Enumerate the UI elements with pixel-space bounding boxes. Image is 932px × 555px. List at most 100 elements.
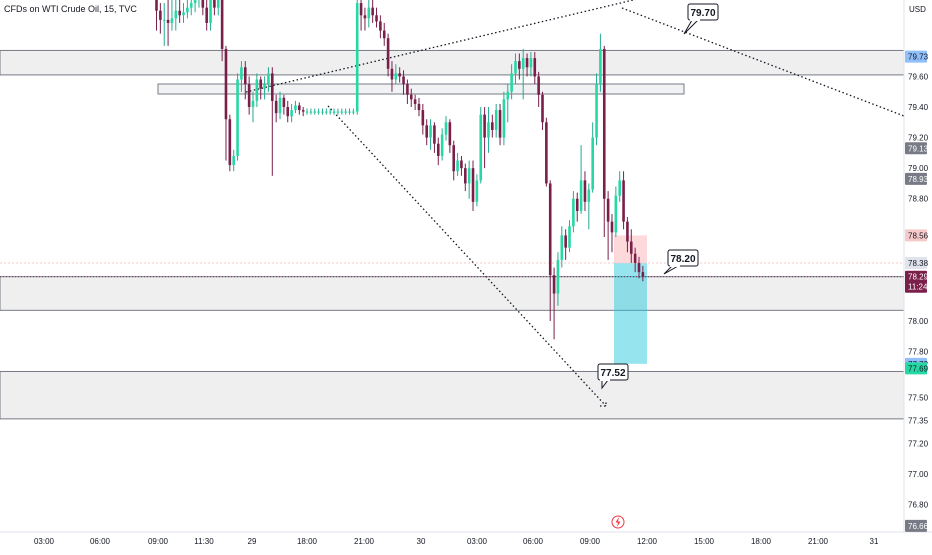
candle-body xyxy=(205,7,208,23)
candle-body xyxy=(166,19,170,23)
price-callout[interactable]: 79.70 xyxy=(683,3,719,35)
zone-rect[interactable] xyxy=(0,370,905,420)
candle-body xyxy=(255,79,259,101)
price-callout-label: 78.20 xyxy=(670,254,695,265)
candle-body xyxy=(251,100,255,108)
candle-body xyxy=(444,122,448,135)
candle-body xyxy=(294,105,297,111)
price-tick-label: 77.20 xyxy=(908,439,929,448)
candle-body xyxy=(433,125,436,144)
candle-body xyxy=(332,111,336,113)
price-callout[interactable]: 77.52 xyxy=(597,363,629,390)
candle-body xyxy=(178,10,181,16)
consolidation-box[interactable] xyxy=(157,83,685,95)
svg-text:78.29: 78.29 xyxy=(908,273,929,282)
candle-body xyxy=(548,183,552,276)
candle-body xyxy=(467,168,471,184)
candle-body xyxy=(159,10,162,20)
price-tick-label: 77.50 xyxy=(908,393,929,402)
candle-body xyxy=(429,125,432,138)
candle-body xyxy=(529,58,533,68)
candle-body xyxy=(587,189,591,202)
price-badge: 79.73 xyxy=(905,50,929,63)
candle-body xyxy=(363,15,367,19)
candle-body xyxy=(390,68,394,80)
candle-body xyxy=(602,48,606,199)
candle-body xyxy=(379,21,382,31)
time-tick-label: 03:00 xyxy=(34,537,55,546)
time-tick-label: 18:00 xyxy=(297,537,318,546)
candle-body xyxy=(510,73,513,92)
candle-body xyxy=(155,0,158,11)
price-badge: 78.56 xyxy=(905,229,929,242)
candle-body xyxy=(541,94,544,123)
candle-body xyxy=(494,110,498,130)
candle-body xyxy=(483,114,486,138)
candle-body xyxy=(421,110,425,126)
candle-body xyxy=(591,137,594,190)
price-tick-label: 77.35 xyxy=(908,416,929,425)
time-tick-label: 29 xyxy=(248,537,257,546)
candle-body xyxy=(514,61,517,74)
candle-body xyxy=(498,110,502,138)
time-tick-label: 09:00 xyxy=(148,537,169,546)
symbol-title[interactable]: CFDs on WTI Crude Oil, 15, TVC xyxy=(4,4,137,14)
candle-body xyxy=(224,48,228,120)
candle-body xyxy=(614,195,618,233)
candle-body xyxy=(282,97,286,108)
take-profit-box[interactable] xyxy=(614,262,647,364)
candle-body xyxy=(298,105,301,111)
time-tick-label: 21:00 xyxy=(808,537,829,546)
price-badge: 78.38 xyxy=(905,256,929,269)
candle-body xyxy=(359,3,363,16)
time-tick-label: 09:00 xyxy=(580,537,601,546)
candle-body xyxy=(375,15,378,22)
svg-text:79.73: 79.73 xyxy=(908,53,929,62)
candle-body xyxy=(325,111,328,113)
candle-body xyxy=(568,226,571,248)
zone-rect[interactable] xyxy=(0,276,905,311)
candle-body xyxy=(406,84,409,95)
time-tick-label: 31 xyxy=(870,537,879,546)
candle-body xyxy=(622,180,625,222)
price-callout[interactable]: 78.20 xyxy=(663,249,699,275)
candle-body xyxy=(599,48,602,85)
candle-body xyxy=(537,76,540,95)
candle-body xyxy=(525,58,529,68)
events-bolt-icon[interactable] xyxy=(611,515,625,529)
svg-text:78.56: 78.56 xyxy=(908,231,929,240)
time-tick-label: 06:00 xyxy=(90,537,111,546)
candle-body xyxy=(182,12,185,16)
price-tick-label: 77.00 xyxy=(908,470,929,479)
candle-body xyxy=(575,198,579,211)
candle-body xyxy=(641,272,645,277)
time-tick-label: 12:00 xyxy=(637,537,658,546)
candle-body xyxy=(452,145,456,172)
svg-text:78.38: 78.38 xyxy=(908,259,929,268)
projection-path[interactable] xyxy=(327,105,607,407)
candle-body xyxy=(267,73,270,85)
price-badge: 76.66 xyxy=(905,519,929,532)
candle-body xyxy=(402,76,405,85)
candle-body xyxy=(533,58,537,77)
candle-body xyxy=(290,110,293,117)
candle-body xyxy=(286,107,290,117)
svg-text:77.69: 77.69 xyxy=(908,364,929,373)
price-badge: 79.13 xyxy=(905,142,929,155)
zone-rect[interactable] xyxy=(0,49,905,76)
candle-body xyxy=(228,119,232,166)
candle-body xyxy=(633,253,637,263)
candle-body xyxy=(317,111,320,113)
svg-text:78.93: 78.93 xyxy=(908,175,929,184)
candle-body xyxy=(232,155,235,166)
rising-trendline[interactable] xyxy=(245,0,650,93)
time-tick-label: 11:30 xyxy=(194,537,214,546)
candle-body xyxy=(321,111,324,113)
candle-body xyxy=(413,99,417,104)
svg-text:11:24: 11:24 xyxy=(908,283,928,292)
candle-body xyxy=(236,79,239,156)
candle-body xyxy=(521,58,525,69)
candle-body xyxy=(367,7,371,19)
